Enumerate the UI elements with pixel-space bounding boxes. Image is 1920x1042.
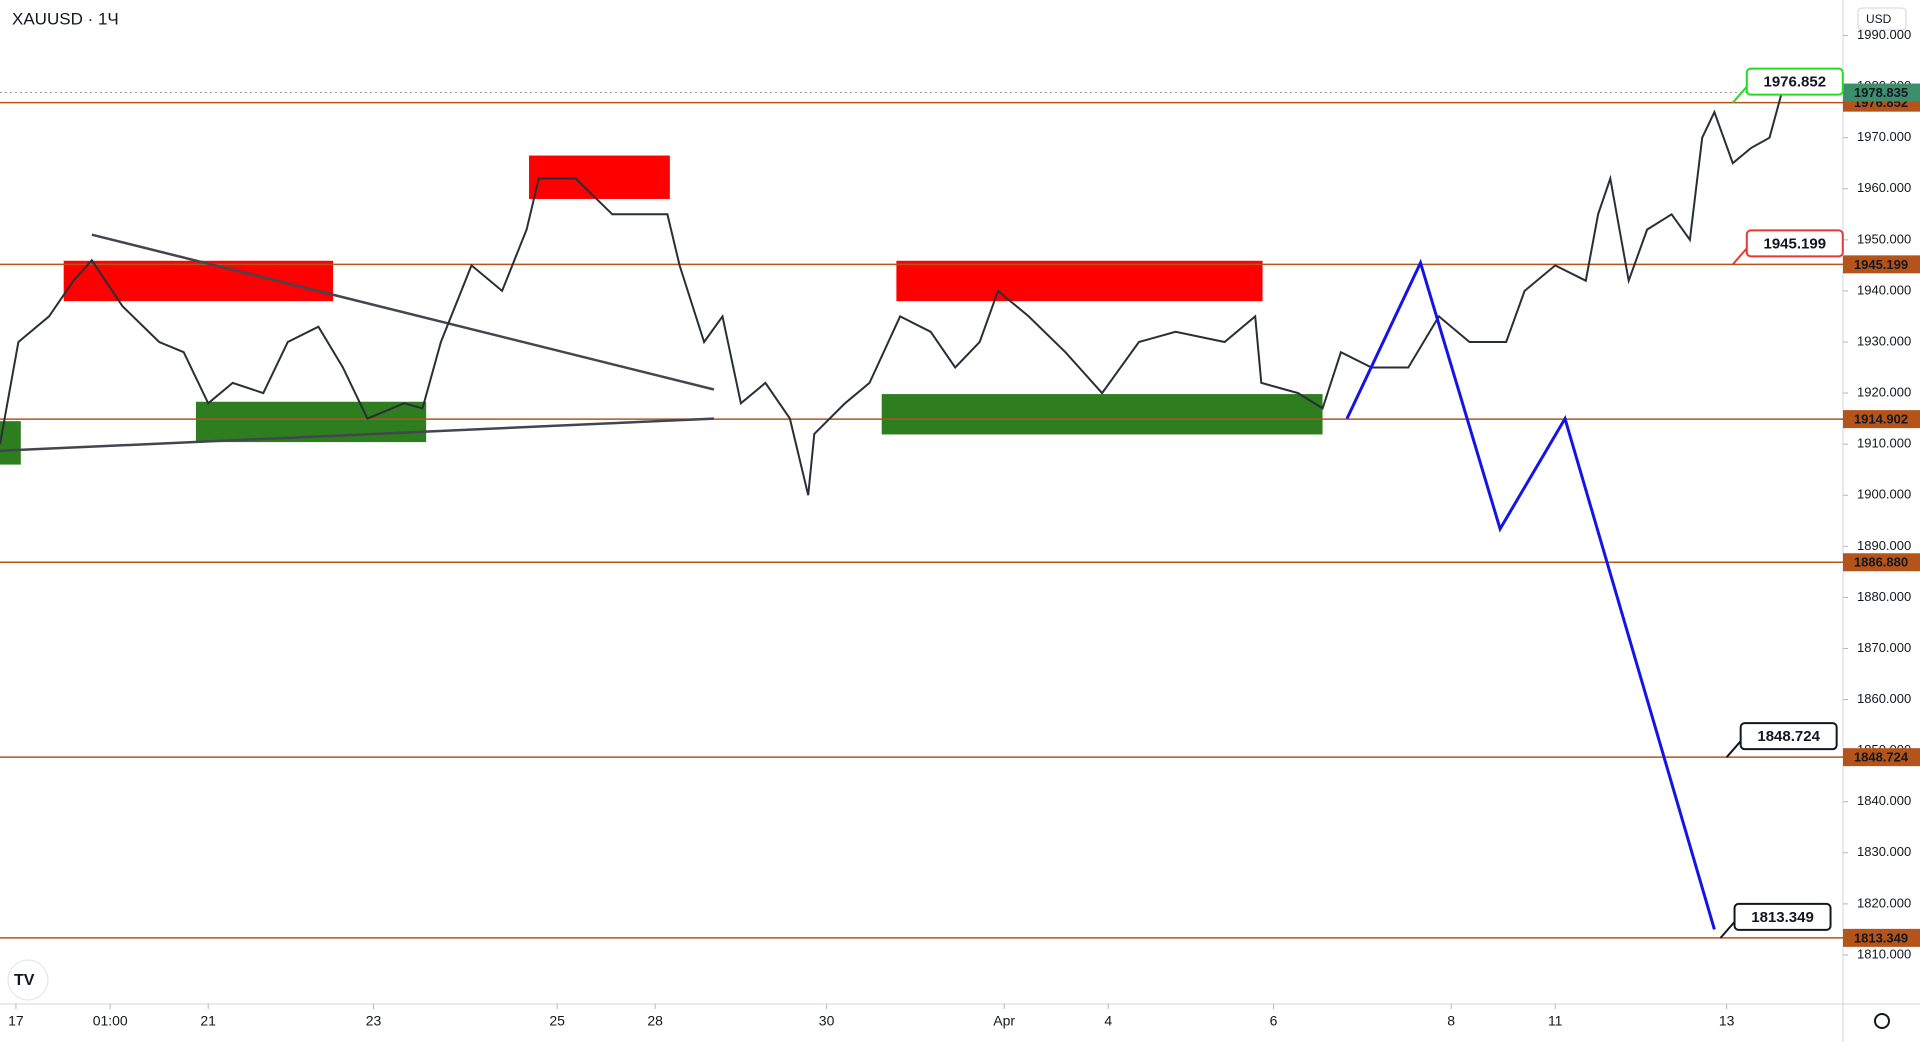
x-tick-label: 11 [1548, 1013, 1563, 1029]
x-tick-label: 8 [1447, 1013, 1455, 1029]
y-tick-label: 1950.000 [1857, 231, 1911, 246]
callout-pointer [1719, 921, 1736, 939]
tv-logo: TV [7, 959, 49, 1001]
y-tick-label: 1990.000 [1857, 27, 1911, 42]
zone [881, 394, 1323, 435]
x-tick-label: 28 [647, 1013, 663, 1029]
level-price-label: 1886.880 [1854, 555, 1908, 570]
y-tick-label: 1890.000 [1857, 538, 1911, 553]
last-price-label: 1978.835 [1854, 85, 1908, 100]
zone [195, 401, 427, 443]
level-price-label: 1848.724 [1854, 750, 1909, 765]
level-price-label: 1914.902 [1854, 412, 1908, 427]
y-tick-label: 1940.000 [1857, 282, 1911, 297]
level-price-tag [1843, 410, 1920, 429]
trendline [91, 233, 715, 391]
level-price-tag [1843, 553, 1920, 572]
x-tick-label: 01:00 [93, 1013, 128, 1029]
level-price-label: 1813.349 [1854, 930, 1908, 945]
x-tick-label: 13 [1719, 1013, 1735, 1029]
zone [0, 421, 21, 465]
y-tick-label: 1880.000 [1857, 589, 1911, 604]
symbol-title: XAUUSD · 1Ч [12, 9, 119, 28]
x-tick-label: 21 [200, 1013, 216, 1029]
y-tick-label: 1830.000 [1857, 844, 1911, 859]
callout-label: 1945.199 [1763, 235, 1826, 252]
x-tick-label: 30 [819, 1013, 835, 1029]
x-tick-label: 6 [1270, 1013, 1278, 1029]
currency-label[interactable]: USD [1866, 12, 1892, 26]
x-tick-label: Apr [993, 1013, 1015, 1029]
trendline [0, 417, 714, 453]
x-tick-label: 25 [549, 1013, 565, 1029]
plot-area [0, 155, 1323, 465]
callout-box [1739, 722, 1838, 751]
y-tick-label: 1970.000 [1857, 129, 1911, 144]
level-price-tag [1843, 255, 1920, 274]
y-tick-label: 1810.000 [1857, 946, 1911, 961]
x-tick-label: 17 [8, 1013, 24, 1029]
callout-label: 1976.852 [1763, 74, 1826, 91]
svg-text:TV: TV [14, 972, 35, 989]
callout-pointer [1732, 247, 1748, 266]
y-tick-label: 1910.000 [1857, 436, 1911, 451]
x-tick-label: 4 [1104, 1013, 1112, 1029]
currency-button[interactable] [1857, 7, 1907, 31]
x-tick-label: 23 [366, 1013, 382, 1029]
y-tick-label: 1960.000 [1857, 180, 1911, 195]
settings-icon[interactable] [1874, 1013, 1890, 1029]
y-tick-label: 1870.000 [1857, 640, 1911, 655]
callout-box [1745, 67, 1844, 96]
y-tick-label: 1900.000 [1857, 487, 1911, 502]
zone [529, 155, 670, 199]
callout-box [1733, 902, 1832, 931]
y-tick-label: 1860.000 [1857, 691, 1911, 706]
y-tick-label: 1840.000 [1857, 793, 1911, 808]
y-tick-label: 1820.000 [1857, 895, 1911, 910]
y-tick-label: 1930.000 [1857, 333, 1911, 348]
y-tick-label: 1920.000 [1857, 385, 1911, 400]
level-price-tag [1843, 928, 1920, 947]
callout-label: 1813.349 [1751, 909, 1814, 926]
projection-path [1345, 258, 1716, 930]
level-price-tag [1843, 748, 1920, 767]
callout-label: 1848.724 [1757, 728, 1820, 745]
zone [896, 260, 1263, 302]
callout-pointer [1732, 86, 1748, 104]
last-price-tag [1843, 83, 1920, 102]
price-line [0, 92, 1783, 496]
zone [63, 260, 334, 302]
callout-pointer [1725, 740, 1742, 758]
callout-box [1745, 229, 1844, 258]
level-price-label: 1945.199 [1854, 257, 1908, 272]
